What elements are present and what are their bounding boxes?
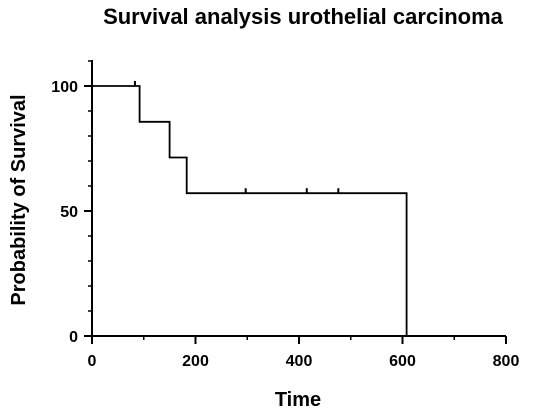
- x-tick-label: 0: [88, 353, 97, 370]
- y-tick-label: 50: [60, 204, 78, 221]
- chart-title: Survival analysis urothelial carcinoma: [103, 4, 504, 29]
- plot-area: [92, 81, 408, 336]
- axes: 0 50 100 0 200 400 600 800: [51, 60, 519, 370]
- x-tick-label: 800: [493, 353, 520, 370]
- y-tick-label: 0: [69, 329, 78, 346]
- x-tick-label: 200: [182, 353, 209, 370]
- x-tick-label: 400: [286, 353, 313, 370]
- survival-step-line: [92, 85, 408, 336]
- x-tick-label: 600: [389, 353, 416, 370]
- y-axis-label: Probability of Survival: [8, 94, 30, 305]
- y-tick-label: 100: [51, 79, 78, 96]
- x-axis-label: Time: [275, 389, 321, 411]
